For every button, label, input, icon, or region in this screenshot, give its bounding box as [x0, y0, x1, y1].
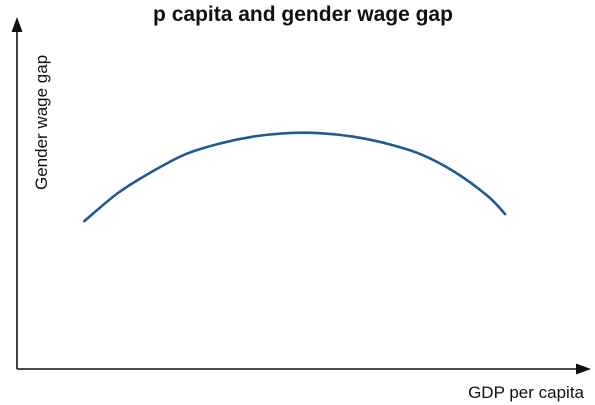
x-axis-label: GDP per capita — [468, 383, 584, 402]
data-point-0-5 — [251, 135, 255, 139]
y-axis-arrow — [11, 17, 23, 32]
x-axis-arrow — [576, 363, 591, 375]
data-point-0-0 — [82, 219, 86, 223]
data-point-0-3 — [183, 152, 187, 156]
data-point-0-9 — [385, 142, 389, 146]
chart-title: p capita and gender wage gap — [153, 3, 453, 26]
data-point-0-7 — [318, 131, 322, 135]
data-point-0-8 — [352, 135, 356, 139]
data-point-0-6 — [284, 131, 288, 135]
data-point-0-2 — [150, 170, 154, 174]
data-point-0-13 — [503, 212, 507, 216]
data-point-0-10 — [419, 152, 423, 156]
data-point-0-4 — [217, 142, 221, 146]
series-line-0 — [83, 131, 507, 223]
series-layer — [82, 131, 507, 223]
data-point-0-12 — [486, 195, 490, 199]
data-point-0-1 — [116, 191, 120, 195]
y-axis-label: Gender wage gap — [32, 55, 51, 190]
data-point-0-11 — [453, 170, 457, 174]
